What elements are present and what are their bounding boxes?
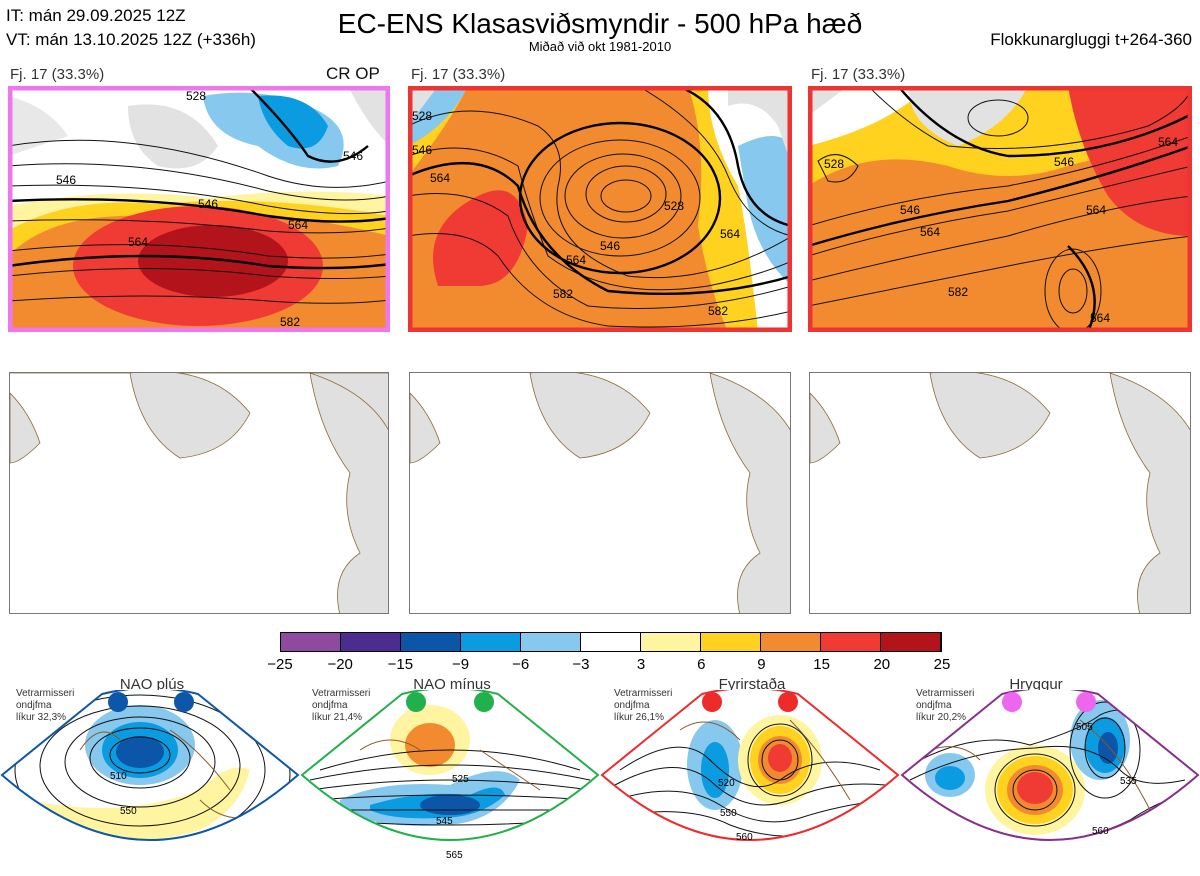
colorbar-tick-label: −3 xyxy=(572,656,590,673)
colorbar-swatch xyxy=(341,633,401,651)
p3-contour-label: 546 xyxy=(900,203,920,217)
cluster-map-3[interactable]: 528 546 546 564 564 564 582 564 xyxy=(808,86,1192,332)
nao-minus-contour-label: 565 xyxy=(446,850,463,861)
ridge-contour-label: 560 xyxy=(1092,826,1109,837)
colorbar-tick-label: 25 xyxy=(933,656,951,673)
regime-title-nao-plus: NAO plús xyxy=(119,676,185,693)
colorbar-tick-label: −20 xyxy=(327,656,353,673)
regime-title-blocking: Fyrirstaða xyxy=(718,676,786,693)
p1-contour-label: 564 xyxy=(128,235,148,249)
panel-3-label: Fj. 17 (33.3%) xyxy=(811,66,906,83)
regime-dot xyxy=(778,692,798,712)
colorbar-swatch xyxy=(521,633,581,651)
regime-dot xyxy=(406,692,426,712)
nao-plus-contour-label: 550 xyxy=(120,806,137,817)
nao-minus-contour-label: 525 xyxy=(452,774,469,785)
colorbar-swatch xyxy=(701,633,761,651)
p2-contour-label: 528 xyxy=(412,109,432,123)
regime-dot xyxy=(1002,692,1022,712)
ridge-contour-label: 505 xyxy=(1076,722,1093,733)
regime-dot xyxy=(108,692,128,712)
p2-contour-label: 564 xyxy=(720,227,740,241)
colorbar-swatch xyxy=(581,633,641,651)
p3-contour-label: 564 xyxy=(920,225,940,239)
p1-contour-label: 546 xyxy=(56,173,76,187)
regime-dot xyxy=(1076,692,1096,712)
regime-dot xyxy=(174,692,194,712)
blocking-contour-label: 550 xyxy=(720,808,737,819)
colorbar-tick-label: −15 xyxy=(387,656,414,673)
p3-contour-label: 582 xyxy=(948,285,968,299)
p2-contour-label: 546 xyxy=(412,143,432,157)
regime-map-nao-minus[interactable]: 525 545 565 xyxy=(300,687,600,871)
panel-1-tag: CR OP xyxy=(326,64,380,83)
colorbar-swatch xyxy=(281,633,341,651)
colorbar-swatch xyxy=(641,633,701,651)
regime-note-blocking: Vetrarmisseri ondjfma líkur 26,1% xyxy=(614,688,673,723)
p1-contour-label: 528 xyxy=(186,89,206,103)
colorbar-swatch xyxy=(821,633,881,651)
colorbar-tick-label: −25 xyxy=(267,656,293,673)
p2-contour-label: 582 xyxy=(553,287,573,301)
regime-dot xyxy=(474,692,494,712)
p2-contour-label: 564 xyxy=(566,253,586,267)
regime-map-blocking[interactable]: 520 550 560 xyxy=(600,687,900,871)
p1-contour-label: 546 xyxy=(343,149,363,163)
regime-map-ridge[interactable]: 505 535 560 xyxy=(900,687,1200,871)
p3-contour-label: 528 xyxy=(824,157,844,171)
ridge-contour-label: 535 xyxy=(1120,776,1137,787)
colorbar-swatch xyxy=(761,633,821,651)
cluster-map-2[interactable]: 528 546 564 546 564 528 564 582 582 xyxy=(408,86,792,332)
page-title: EC-ENS Klasasviðsmyndir - 500 hPa hæð xyxy=(337,8,863,39)
p2-contour-label: 528 xyxy=(664,199,684,213)
valid-time: VT: mán 13.10.2025 12Z (+336h) xyxy=(6,30,256,49)
classification-window: Flokkunargluggi t+264-360 xyxy=(990,30,1192,49)
regime-dot xyxy=(702,692,722,712)
regime-title-nao-minus: NAO mínus xyxy=(413,676,491,693)
p2-contour-label: 546 xyxy=(600,239,620,253)
regime-note-nao-minus: Vetrarmisseri ondjfma líkur 21,4% xyxy=(312,688,371,723)
nao-plus-contour-label: 510 xyxy=(110,771,127,782)
colorbar-tick-label: 20 xyxy=(873,656,891,673)
colorbar-tick-label: 3 xyxy=(636,656,646,673)
p2-contour-label: 564 xyxy=(430,171,450,185)
colorbar-tick-label: 6 xyxy=(697,656,706,673)
panel-1-label: Fj. 17 (33.3%) xyxy=(10,66,105,83)
colorbar-tick-label: −6 xyxy=(512,656,530,673)
page-subtitle: Miðað við okt 1981-2010 xyxy=(528,39,672,54)
p1-contour-label: 582 xyxy=(280,315,300,329)
p3-contour-label: 546 xyxy=(1054,155,1074,169)
nao-minus-contour-label: 545 xyxy=(436,816,453,827)
p1-contour-label: 564 xyxy=(288,218,308,232)
p1-contour-label: 546 xyxy=(198,197,218,211)
empty-map-1[interactable] xyxy=(9,372,389,614)
cluster-map-1[interactable]: 528 546 546 564 546 564 582 xyxy=(8,86,390,332)
p2-contour-label: 582 xyxy=(708,304,728,318)
regime-note-nao-plus: Vetrarmisseri ondjfma líkur 32,3% xyxy=(16,688,75,723)
blocking-contour-label: 520 xyxy=(718,778,735,789)
init-time: IT: mán 29.09.2025 12Z xyxy=(6,6,186,25)
colorbar-swatch xyxy=(881,633,941,651)
p3-contour-label: 564 xyxy=(1086,203,1106,217)
panel-2-label: Fj. 17 (33.3%) xyxy=(411,66,506,83)
colorbar xyxy=(280,632,942,652)
regime-title-ridge: Hryggur xyxy=(1009,676,1063,693)
empty-map-3[interactable] xyxy=(809,372,1191,614)
colorbar-swatch xyxy=(461,633,521,651)
colorbar-swatch xyxy=(401,633,461,651)
blocking-contour-label: 560 xyxy=(736,832,753,843)
p3-contour-label: 564 xyxy=(1090,311,1110,325)
colorbar-tick-label: 15 xyxy=(813,656,830,673)
header-info: IT: mán 29.09.2025 12Z VT: mán 13.10.202… xyxy=(6,4,256,52)
regime-map-nao-plus[interactable]: 510 550 xyxy=(0,687,300,871)
colorbar-tick-label: −9 xyxy=(451,656,470,673)
empty-map-2[interactable] xyxy=(409,372,791,614)
colorbar-tick-label: 9 xyxy=(757,656,766,673)
p3-contour-label: 564 xyxy=(1158,135,1178,149)
regime-note-ridge: Vetrarmisseri ondjfma líkur 20,2% xyxy=(916,688,975,723)
